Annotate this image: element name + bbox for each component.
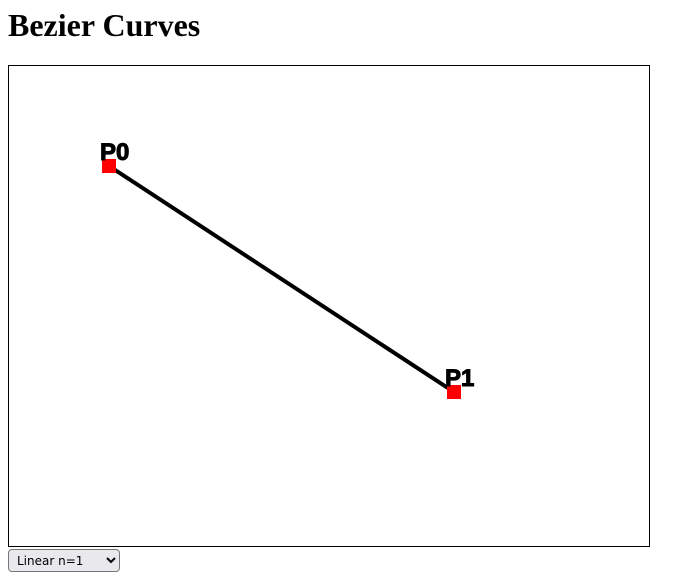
control-point-label-p0: P0: [100, 139, 129, 166]
bezier-drawing[interactable]: P0 P1: [9, 66, 649, 546]
control-point-p1[interactable]: [447, 385, 461, 399]
bezier-curve-line: [107, 164, 456, 394]
page-title: Bezier Curves: [8, 7, 201, 43]
curve-type-select[interactable]: Linear n=1: [8, 549, 120, 572]
control-point-p0[interactable]: [102, 159, 116, 173]
control-point-label-p1: P1: [445, 365, 474, 392]
bezier-canvas[interactable]: P0 P1: [8, 65, 650, 547]
